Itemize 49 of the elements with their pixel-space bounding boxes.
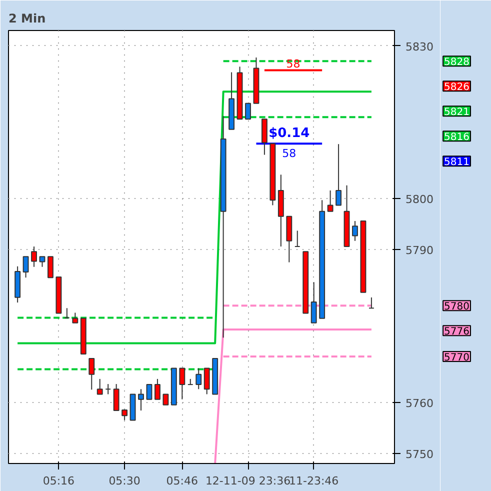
x-tick-label: 05:16 bbox=[42, 474, 75, 488]
candlestick bbox=[31, 246, 37, 268]
candlestick bbox=[48, 256, 54, 278]
candlestick bbox=[310, 282, 317, 324]
candlestick bbox=[22, 256, 29, 278]
candlestick bbox=[336, 144, 342, 206]
candlestick bbox=[154, 378, 160, 400]
x-tick-label: 05:30 bbox=[108, 474, 140, 488]
candlestick bbox=[113, 384, 120, 412]
text: 5816 bbox=[444, 132, 470, 144]
x-tick-label: 11-23:46 bbox=[289, 474, 339, 488]
candlestick bbox=[261, 118, 268, 156]
text: 5780 bbox=[444, 302, 470, 313]
candlestick bbox=[245, 102, 251, 120]
text: 5770 bbox=[444, 352, 470, 364]
candlestick bbox=[294, 230, 300, 247]
candlestick bbox=[162, 394, 169, 406]
text: 5811 bbox=[444, 157, 470, 168]
candlestick bbox=[196, 368, 202, 390]
annotation: 58 bbox=[286, 58, 300, 71]
candlestick bbox=[146, 384, 152, 400]
candlestick bbox=[96, 378, 103, 395]
candlestick bbox=[88, 358, 95, 390]
annotation: 58 bbox=[282, 147, 296, 160]
candlestick bbox=[187, 378, 194, 386]
y-tick-label: 5830 bbox=[406, 40, 434, 54]
x-tick-label: 05:46 bbox=[166, 474, 198, 488]
candlestick bbox=[39, 256, 46, 268]
candlestick bbox=[204, 368, 210, 395]
y-tick-label: 5790 bbox=[406, 244, 434, 258]
candlestick bbox=[122, 410, 128, 421]
candlestick bbox=[138, 388, 144, 412]
chart-title: 2 Min bbox=[8, 12, 46, 26]
annotation: $0.14 bbox=[268, 126, 310, 142]
x-tick-label: 12-11-09 23:36 bbox=[205, 474, 291, 488]
candlestick bbox=[64, 308, 70, 319]
text: 5828 bbox=[444, 57, 470, 68]
text: 5776 bbox=[444, 326, 470, 338]
y-tick-label: 5750 bbox=[406, 448, 434, 461]
candlestick bbox=[179, 368, 186, 400]
text: 5821 bbox=[444, 107, 470, 118]
text: 5826 bbox=[444, 82, 470, 94]
candlestick bbox=[105, 384, 112, 395]
candlestick bbox=[72, 312, 78, 324]
candlestick bbox=[327, 190, 334, 212]
y-tick-label: 5800 bbox=[406, 193, 434, 206]
candlestick bbox=[368, 296, 374, 309]
y-tick-label: 5760 bbox=[406, 396, 434, 410]
candlestick bbox=[352, 220, 358, 242]
